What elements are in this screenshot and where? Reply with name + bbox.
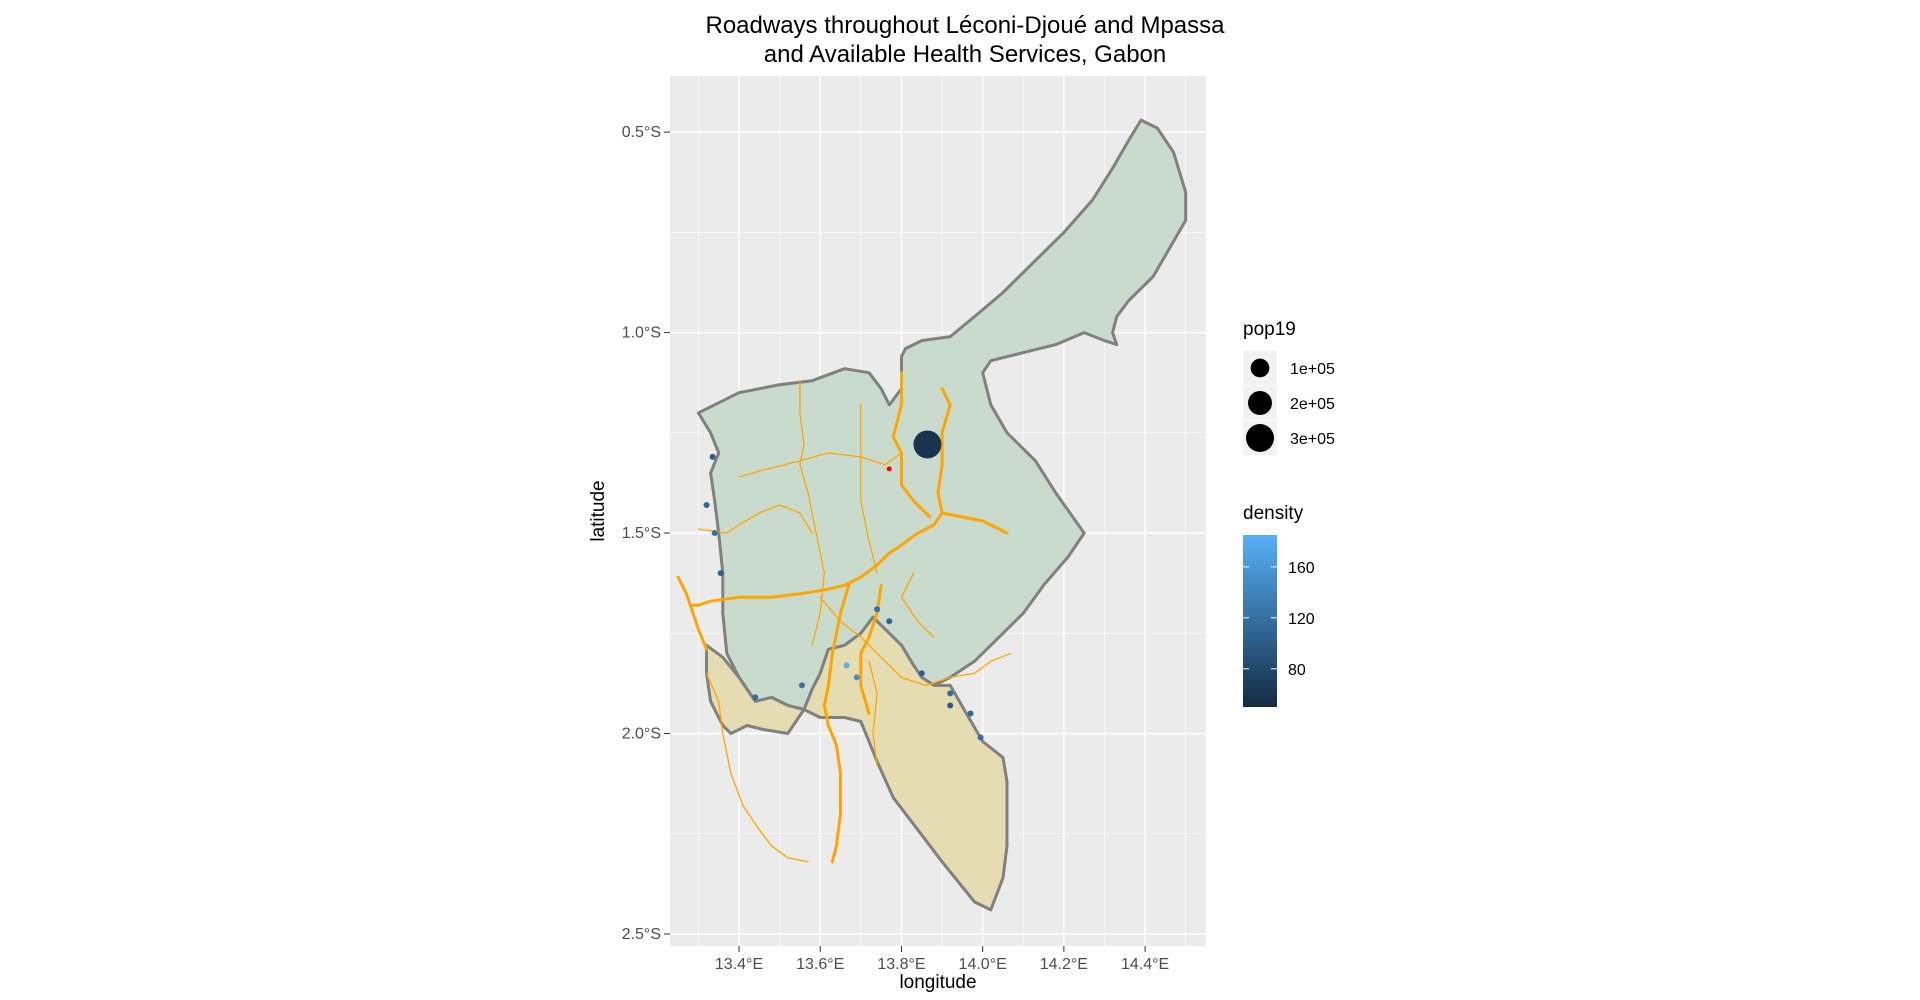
x-axis-title: longitude [899, 972, 976, 993]
health-site-point [886, 618, 893, 625]
legend-pop19-symbol [1246, 424, 1274, 452]
road-minor [868, 660, 878, 767]
health-sites [703, 430, 984, 741]
legend-pop19-symbol [1250, 358, 1270, 378]
legend-pop19-label: 1e+05 [1290, 361, 1335, 378]
y-tick-label: 1.5°S [622, 525, 661, 542]
legend-pop19-symbol [1248, 391, 1272, 415]
road-minor [738, 452, 903, 478]
health-site-point [886, 466, 892, 472]
road-minor [799, 380, 825, 646]
health-site-point [874, 606, 881, 613]
health-site-point [709, 453, 716, 460]
y-tick-label: 0.5°S [622, 124, 661, 141]
legend-density-label: 120 [1288, 611, 1315, 628]
road-major [688, 603, 708, 651]
region-polygons [696, 118, 1188, 912]
health-site-point [717, 570, 724, 577]
health-site-point [703, 501, 710, 508]
health-site-point [947, 702, 954, 709]
health-site-point [711, 530, 718, 537]
health-site-point [918, 670, 925, 677]
health-site-point [752, 694, 759, 701]
road-major [936, 387, 952, 515]
road-minor [705, 672, 809, 863]
road-major [822, 583, 851, 864]
health-site-point [798, 682, 805, 689]
roadways [676, 371, 1012, 864]
health-site-point [843, 662, 850, 669]
road-minor [697, 504, 813, 534]
x-tick-label: 14.4°E [1121, 956, 1169, 973]
region-polygon-south [705, 615, 1009, 912]
x-tick-label: 13.8°E [877, 956, 925, 973]
road-minor [900, 572, 935, 638]
x-tick-label: 14.2°E [1040, 956, 1088, 973]
legend-pop19-title: pop19 [1243, 319, 1296, 340]
health-site-point [977, 734, 984, 741]
legend-density-label: 160 [1288, 560, 1315, 577]
map-title-line-2: and Available Health Services, Gabon [764, 41, 1166, 68]
health-site-point [853, 674, 860, 681]
legend-density-colorbar [1243, 535, 1277, 707]
axes: 13.4°E 13.6°E 13.8°E 14.0°E 14.2°E 14.4°E 0.5°… [622, 124, 1170, 973]
road-minor [819, 596, 1012, 687]
y-axis-title: latitude [588, 480, 609, 541]
road-major [676, 511, 1009, 607]
x-tick-label: 13.6°E [796, 956, 844, 973]
y-tick-label: 2.5°S [622, 926, 661, 943]
y-tick-label: 1.0°S [622, 325, 661, 342]
legend-pop19-label: 2e+05 [1290, 396, 1335, 413]
health-site-point [967, 710, 974, 717]
legend-pop19-label: 3e+05 [1290, 431, 1335, 448]
legend-density-label: 80 [1288, 662, 1306, 679]
legend-density: density 80 120 160 [1243, 503, 1315, 707]
map-title-line-1: Roadways throughout Léconi-Djoué and Mpa… [706, 12, 1226, 39]
legend-density-title: density [1243, 503, 1304, 524]
health-site-point [913, 430, 942, 459]
x-tick-label: 14.0°E [959, 956, 1007, 973]
y-tick-label: 2.0°S [622, 726, 661, 743]
health-site-point [947, 690, 954, 697]
legend-pop19: pop19 1e+05 2e+05 3e+05 [1243, 319, 1335, 455]
x-tick-label: 13.4°E [715, 956, 763, 973]
road-minor [860, 404, 878, 574]
